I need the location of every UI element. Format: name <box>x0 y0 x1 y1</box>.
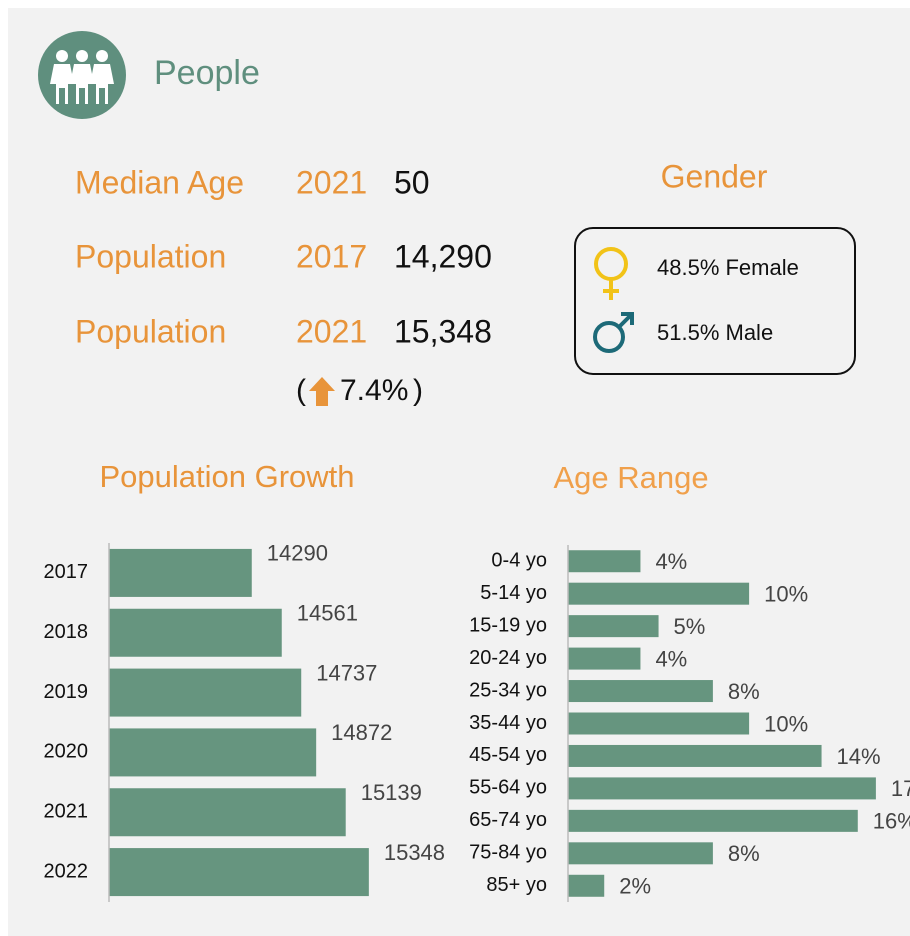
bar <box>568 647 641 670</box>
bar <box>109 728 317 777</box>
bar <box>568 809 858 832</box>
y-tick-label: 2021 <box>44 801 89 823</box>
y-tick-label: 25-34 yo <box>469 679 547 701</box>
stat-year: 2021 <box>296 313 367 349</box>
page-title: People <box>154 54 260 92</box>
bar <box>568 582 750 605</box>
value-label: 15348 <box>384 840 445 865</box>
change-value: 7.4% <box>340 374 408 407</box>
value-label: 5% <box>674 614 706 639</box>
value-label: 10% <box>764 581 808 606</box>
bar <box>109 548 252 597</box>
stat-value: 15,348 <box>394 313 492 349</box>
bar <box>109 668 302 717</box>
people-icon <box>38 31 126 119</box>
stat-label: Population <box>75 313 226 349</box>
male-icon <box>593 312 634 353</box>
value-label: 14290 <box>267 541 328 566</box>
value-label: 4% <box>655 646 687 671</box>
value-label: 14% <box>837 744 881 769</box>
gender-title: Gender <box>661 158 768 194</box>
value-label: 2% <box>619 874 651 899</box>
bar <box>109 608 282 657</box>
y-tick-label: 75-84 yo <box>469 842 547 864</box>
bar <box>109 788 346 837</box>
value-label: 14872 <box>331 720 392 745</box>
y-tick-label: 20-24 yo <box>469 647 547 669</box>
bar <box>568 842 713 865</box>
value-label: 14561 <box>297 601 358 626</box>
bar <box>568 777 876 800</box>
value-label: 17% <box>891 776 910 801</box>
y-tick-label: 85+ yo <box>486 874 547 896</box>
bar <box>568 712 750 735</box>
y-tick-label: 0-4 yo <box>491 550 547 572</box>
chart-title: Population Growth <box>99 459 354 494</box>
y-tick-label: 2018 <box>44 621 89 643</box>
bar <box>568 615 659 638</box>
value-label: 8% <box>728 841 760 866</box>
gender-box <box>574 227 856 375</box>
y-tick-label: 35-44 yo <box>469 712 547 734</box>
y-tick-label: 2019 <box>44 681 89 703</box>
chart-title: Age Range <box>553 460 708 495</box>
bar <box>109 848 369 897</box>
stat-value: 14,290 <box>394 238 492 274</box>
stat-year: 2017 <box>296 238 367 274</box>
bar <box>568 874 605 897</box>
value-label: 8% <box>728 679 760 704</box>
value-label: 16% <box>873 809 910 834</box>
value-label: 4% <box>655 549 687 574</box>
paren: ) <box>413 374 423 407</box>
y-tick-label: 2020 <box>44 741 89 763</box>
y-tick-label: 55-64 yo <box>469 777 547 799</box>
y-tick-label: 15-19 yo <box>469 614 547 636</box>
bar <box>568 680 713 703</box>
stat-year: 2021 <box>296 164 367 200</box>
bar <box>568 744 822 767</box>
stat-value: 50 <box>394 164 430 200</box>
stat-label: Population <box>75 238 226 274</box>
y-tick-label: 65-74 yo <box>469 809 547 831</box>
value-label: 15139 <box>361 780 422 805</box>
paren: ( <box>296 374 306 407</box>
bar <box>568 550 641 573</box>
y-tick-label: 5-14 yo <box>480 582 547 604</box>
y-tick-label: 2017 <box>44 561 89 583</box>
stat-label: Median Age <box>75 164 244 200</box>
up-arrow <box>309 377 335 406</box>
female-text: 48.5% Female <box>657 255 799 280</box>
value-label: 10% <box>764 711 808 736</box>
female-icon <box>594 247 628 300</box>
y-tick-label: 2022 <box>44 860 89 882</box>
male-text: 51.5% Male <box>657 320 773 345</box>
value-label: 14737 <box>316 660 377 685</box>
y-tick-label: 45-54 yo <box>469 744 547 766</box>
